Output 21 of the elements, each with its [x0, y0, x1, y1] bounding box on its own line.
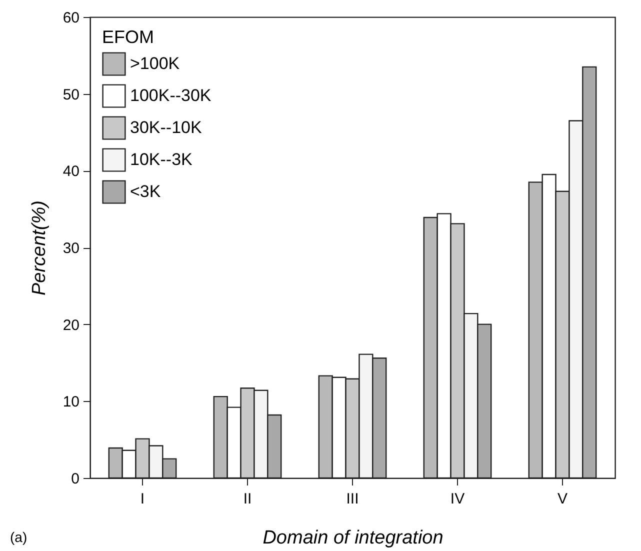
x-tick-label: V: [557, 490, 568, 508]
y-tick-label: 60: [62, 10, 80, 26]
y-tick-label: 30: [62, 240, 80, 257]
y-tick-label: 0: [71, 470, 80, 488]
y-tick-label: 10: [62, 394, 80, 411]
y-tick-label: 20: [62, 316, 80, 334]
y-tick-label: 40: [62, 163, 80, 180]
legend-label: 100K--30K: [130, 86, 212, 105]
x-axis-title: Domain of integration: [262, 528, 444, 548]
legend-label: 30K--10K: [130, 118, 202, 137]
x-tick-label: IV: [450, 490, 465, 508]
y-axis-title: Percent(%): [28, 200, 50, 296]
legend-label: 10K--3K: [130, 150, 194, 169]
x-tick-label: III: [346, 490, 359, 508]
legend-title: EFOM: [102, 27, 154, 47]
y-tick-label: 50: [62, 86, 80, 104]
legend-label: <3K: [130, 182, 162, 201]
text: (a): [10, 529, 28, 545]
x-tick-label: II: [243, 490, 252, 508]
x-tick-label: I: [140, 490, 145, 508]
legend-label: >100K: [130, 54, 180, 73]
